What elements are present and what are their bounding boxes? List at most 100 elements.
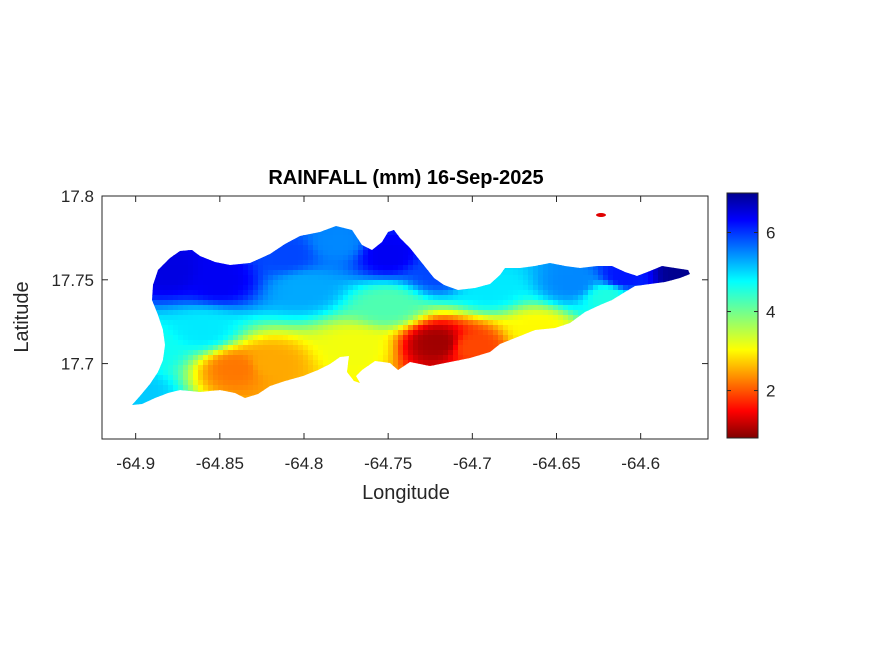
heat-cell [158, 310, 164, 316]
heat-cell [478, 345, 484, 351]
heat-cell [248, 310, 254, 316]
heat-cell [253, 335, 259, 341]
heat-cell [313, 305, 319, 311]
heat-cell [243, 300, 249, 306]
heat-cell [318, 290, 324, 296]
heat-cell [418, 345, 424, 351]
heat-cell [498, 315, 504, 321]
heat-cell [283, 360, 289, 366]
heat-cell [383, 235, 389, 241]
heat-cell [163, 280, 169, 286]
heat-cell [578, 290, 584, 296]
heat-cell [248, 315, 254, 321]
heat-cell [443, 345, 449, 351]
heat-cell [408, 325, 414, 331]
heat-cell [218, 330, 224, 336]
heat-cell [553, 310, 559, 316]
heat-cell [338, 285, 344, 291]
heat-cell [503, 310, 509, 316]
heat-cell [273, 330, 279, 336]
heat-cell [308, 240, 314, 246]
heat-cell [313, 315, 319, 321]
heat-cell [393, 305, 399, 311]
heat-cell [248, 335, 254, 341]
heat-cell [183, 250, 189, 256]
heat-cell [538, 325, 544, 331]
heat-cell [183, 270, 189, 276]
heat-cell [238, 370, 244, 376]
heat-cell [173, 350, 179, 356]
heat-cell [313, 350, 319, 356]
heat-cell [213, 365, 219, 371]
heat-cell [438, 300, 444, 306]
heat-cell [288, 365, 294, 371]
heat-cell [468, 305, 474, 311]
heat-cell [383, 350, 389, 356]
heat-cell [578, 310, 584, 316]
heat-cell [318, 365, 324, 371]
heat-cell [583, 265, 589, 271]
heat-cell [193, 375, 199, 381]
heat-cell [228, 350, 234, 356]
heat-cell [323, 295, 329, 301]
heat-cell [293, 310, 299, 316]
heat-cell [243, 265, 249, 271]
heat-cell [393, 355, 399, 361]
heat-cell [413, 300, 419, 306]
heat-cell [223, 385, 229, 391]
heat-cell [208, 310, 214, 316]
heat-cell [223, 350, 229, 356]
heat-cell [433, 290, 439, 296]
heat-cell [408, 285, 414, 291]
heat-cell [508, 320, 514, 326]
heat-cell [403, 355, 409, 361]
heat-cell [533, 290, 539, 296]
heat-cell [398, 245, 404, 251]
heat-cell [438, 310, 444, 316]
heat-cell [513, 310, 519, 316]
heat-cell [393, 295, 399, 301]
heat-cell [238, 320, 244, 326]
heat-cell [503, 305, 509, 311]
heat-cell [418, 350, 424, 356]
heat-cell [163, 325, 169, 331]
heat-cell [223, 295, 229, 301]
heat-cell [223, 360, 229, 366]
heat-cell [168, 305, 174, 311]
heat-cell [198, 295, 204, 301]
heat-cell [213, 290, 219, 296]
heat-cell [288, 265, 294, 271]
heat-cell [553, 285, 559, 291]
heat-cell [393, 260, 399, 266]
heat-cell [248, 345, 254, 351]
heat-cell [348, 230, 354, 236]
heat-cell [183, 310, 189, 316]
heat-cell [233, 345, 239, 351]
heat-cell [163, 290, 169, 296]
heat-cell [468, 300, 474, 306]
heat-cell [298, 300, 304, 306]
heat-cell [623, 275, 629, 281]
heat-cell [508, 285, 514, 291]
heat-cell [403, 255, 409, 261]
heat-cell [498, 305, 504, 311]
heat-cell [318, 350, 324, 356]
heat-cell [223, 285, 229, 291]
heat-cell [358, 295, 364, 301]
heat-cell [358, 285, 364, 291]
heat-cell [508, 275, 514, 281]
heat-cell [608, 280, 614, 286]
heat-cell [473, 345, 479, 351]
heat-cell [228, 365, 234, 371]
chart-title: RAINFALL (mm) 16-Sep-2025 [268, 167, 543, 189]
heat-cell [613, 270, 619, 276]
heat-cell [498, 320, 504, 326]
heat-cell [303, 350, 309, 356]
heat-cell [158, 370, 164, 376]
heat-cell [393, 310, 399, 316]
heat-cell [278, 320, 284, 326]
heat-cell [533, 310, 539, 316]
heat-cell [368, 255, 374, 261]
heat-cell [233, 300, 239, 306]
heat-cell [388, 300, 394, 306]
